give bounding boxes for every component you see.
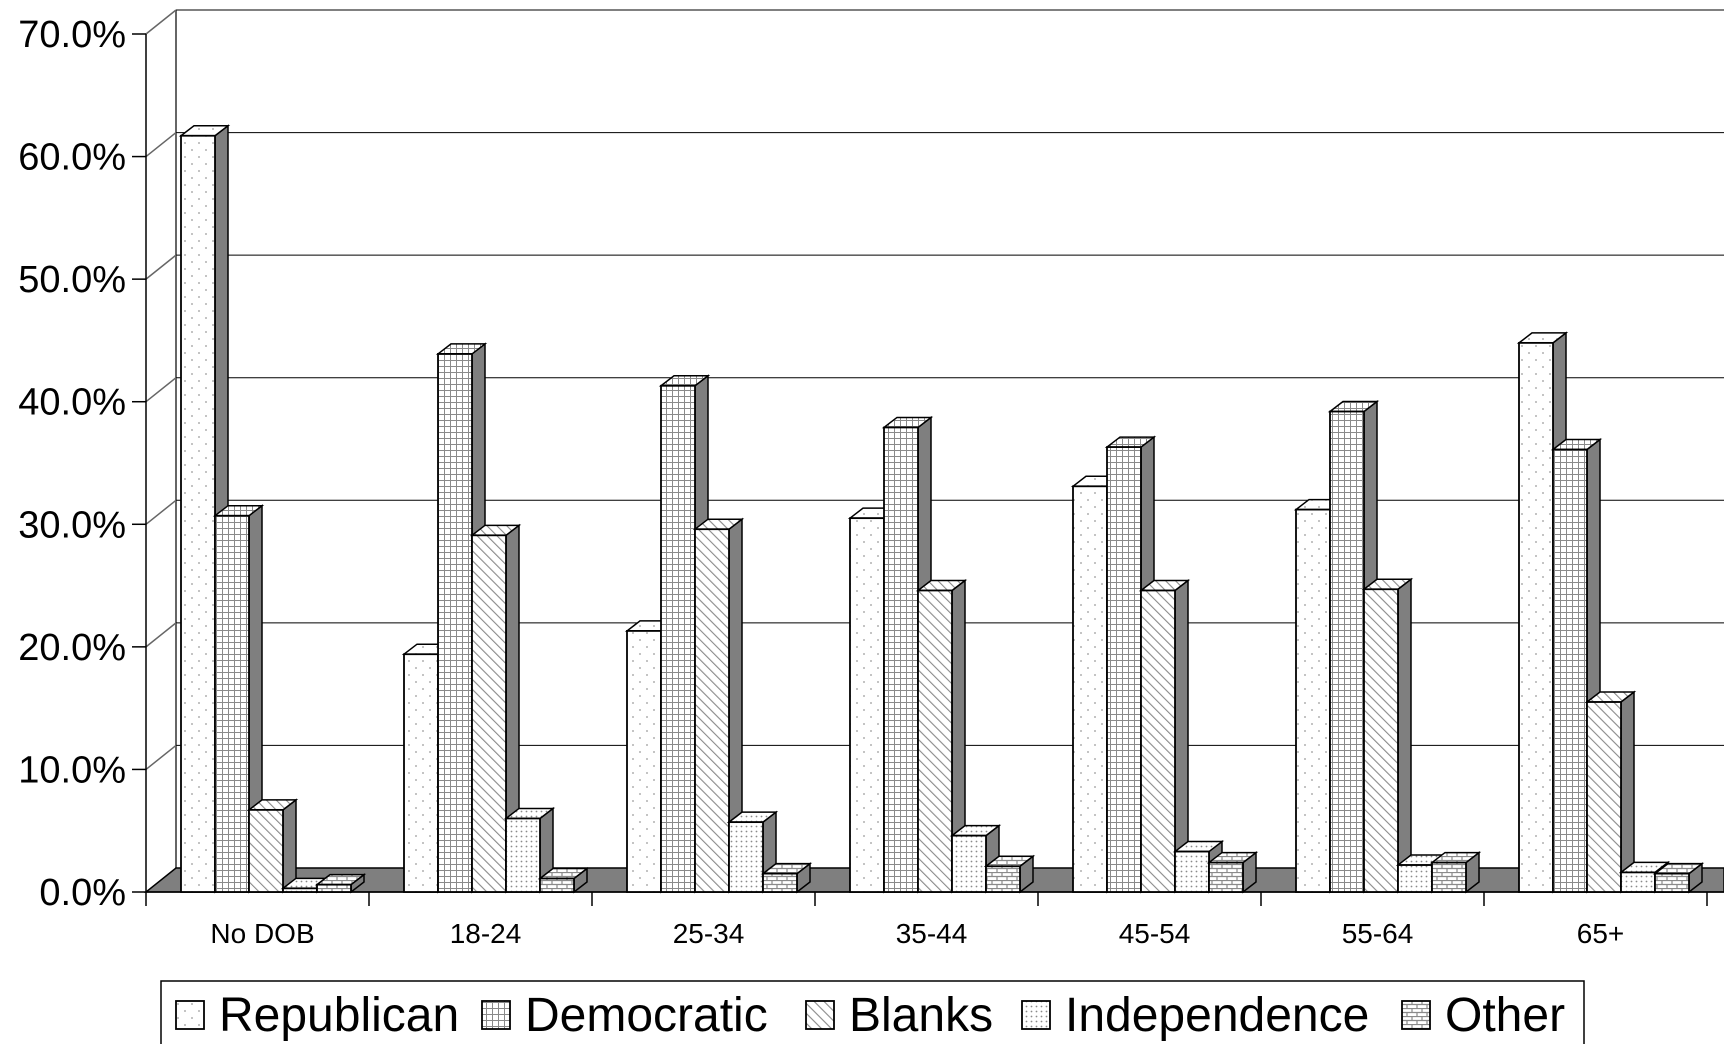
legend-swatch-independence bbox=[1021, 1000, 1051, 1030]
legend-swatch-republican bbox=[175, 1000, 205, 1030]
bar-front bbox=[883, 426, 919, 893]
legend-label-democratic: Democratic bbox=[525, 989, 768, 1042]
gridline-side bbox=[145, 9, 177, 35]
y-tick-label: 50.0% bbox=[18, 259, 126, 301]
x-tick-label: No DOB bbox=[210, 918, 314, 949]
bar-front bbox=[403, 653, 439, 893]
x-tick-label: 25-34 bbox=[673, 918, 745, 949]
x-tick-label: 35-44 bbox=[896, 918, 968, 949]
x-tick-label: 45-54 bbox=[1119, 918, 1191, 949]
bar-front bbox=[1552, 448, 1588, 893]
bar-independence-18-24 bbox=[503, 806, 556, 894]
bar-front bbox=[849, 517, 885, 893]
bar-front bbox=[214, 514, 250, 893]
bar-front bbox=[626, 630, 662, 893]
y-tick-label: 0.0% bbox=[39, 872, 126, 914]
x-tick-labels: No DOB 18-24 25-34 35-44 45-54 55-64 65+ bbox=[210, 918, 1624, 949]
legend-swatch-blanks bbox=[805, 1000, 835, 1030]
x-tick-label: 65+ bbox=[1577, 918, 1625, 949]
bar-front bbox=[985, 865, 1021, 893]
bar-front bbox=[437, 353, 473, 893]
legend: Republican Democratic Blanks Independence Ot… bbox=[160, 980, 1585, 1044]
bar-front bbox=[471, 534, 507, 893]
bar-front bbox=[1654, 872, 1690, 893]
bar-side bbox=[1620, 690, 1635, 894]
bar-other-no-dob bbox=[314, 873, 367, 894]
gridline-side bbox=[145, 499, 177, 525]
gridline-side bbox=[145, 377, 177, 403]
legend-label-independence: Independence bbox=[1065, 989, 1369, 1042]
bar-front bbox=[694, 528, 730, 893]
bar-democratic-55-64 bbox=[1327, 399, 1380, 894]
legend-label-blanks: Blanks bbox=[849, 989, 993, 1042]
bar-front bbox=[1329, 410, 1365, 893]
gridline-side bbox=[145, 622, 177, 648]
x-tick-label: 55-64 bbox=[1342, 918, 1414, 949]
y-tick-label: 20.0% bbox=[18, 627, 126, 669]
gridline-side bbox=[145, 131, 177, 158]
bar-front bbox=[1518, 341, 1554, 893]
legend-label-other: Other bbox=[1445, 989, 1565, 1042]
bar-front bbox=[660, 384, 696, 893]
bar-front bbox=[1072, 485, 1108, 893]
legend-label-republican: Republican bbox=[219, 989, 459, 1042]
bar-other-18-24 bbox=[537, 866, 590, 894]
bar-front bbox=[505, 817, 541, 893]
bar-blanks-65+ bbox=[1584, 690, 1637, 894]
y-tick-label: 10.0% bbox=[18, 749, 126, 791]
legend-box bbox=[160, 980, 1585, 1044]
legend-swatch-other bbox=[1401, 1000, 1431, 1030]
y-tick-label: 30.0% bbox=[18, 504, 126, 546]
bar-front bbox=[1140, 589, 1176, 893]
bar-front bbox=[728, 821, 764, 893]
bar-other-45-54 bbox=[1206, 851, 1259, 894]
bar-side bbox=[282, 798, 297, 894]
bar-other-35-44 bbox=[983, 854, 1036, 894]
bar-blanks-55-64 bbox=[1361, 577, 1414, 894]
bar-front bbox=[917, 589, 953, 893]
bar-blanks-no-dob bbox=[246, 798, 299, 894]
y-tick-label: 60.0% bbox=[18, 137, 126, 179]
y-tick-label: 70.0% bbox=[18, 14, 126, 56]
bar-front bbox=[1586, 701, 1622, 893]
x-tick-label: 18-24 bbox=[450, 918, 522, 949]
bar-front bbox=[1295, 508, 1331, 893]
bar-front bbox=[1620, 871, 1656, 893]
y-tick-label: 40.0% bbox=[18, 382, 126, 424]
gridline-side bbox=[145, 744, 177, 771]
gridline-side bbox=[145, 254, 177, 280]
bar-front bbox=[1431, 861, 1467, 893]
bar-front bbox=[539, 877, 575, 893]
bar-front bbox=[316, 883, 352, 893]
bar-front bbox=[282, 887, 318, 893]
bar-side bbox=[1397, 577, 1412, 894]
bar-front bbox=[180, 134, 216, 893]
bar-front bbox=[248, 808, 284, 893]
bars bbox=[178, 124, 1705, 894]
bar-democratic-no-dob bbox=[212, 504, 265, 894]
bar-front bbox=[1397, 864, 1433, 893]
legend-swatch-democratic bbox=[481, 1000, 511, 1030]
bar-front bbox=[1106, 446, 1142, 893]
bar-other-65+ bbox=[1652, 862, 1705, 894]
bar-front bbox=[1363, 588, 1399, 893]
bar-front bbox=[951, 834, 987, 893]
bar-front bbox=[1208, 861, 1244, 893]
bar-blanks-45-54 bbox=[1138, 578, 1191, 894]
bar-front bbox=[1174, 850, 1210, 893]
bar-blanks-18-24 bbox=[469, 523, 522, 894]
bar-other-55-64 bbox=[1429, 851, 1482, 894]
bar-front bbox=[762, 872, 798, 893]
bar-other-25-34 bbox=[760, 862, 813, 894]
